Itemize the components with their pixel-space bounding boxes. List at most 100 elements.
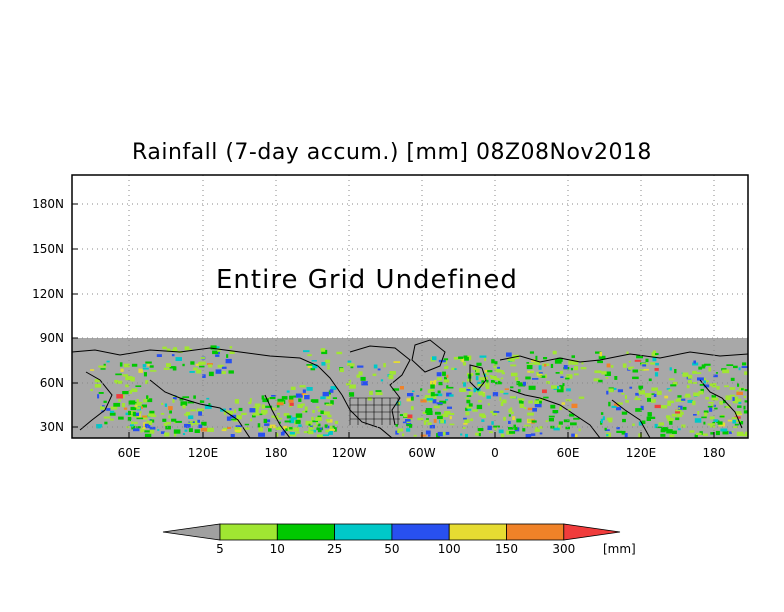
rain-cell [526, 365, 533, 370]
rain-cell [632, 423, 635, 426]
rain-cell [610, 365, 614, 368]
rain-cell [508, 408, 512, 413]
rain-cell [148, 420, 153, 425]
rain-cell [652, 350, 656, 353]
rain-cell [193, 367, 198, 371]
rain-cell [200, 427, 208, 432]
rain-cell [508, 427, 514, 430]
rain-cell [131, 421, 134, 424]
rain-cell [206, 363, 213, 366]
rain-cell [412, 390, 415, 393]
rain-cell [206, 397, 210, 400]
rain-cell [446, 385, 449, 389]
rain-cell [606, 434, 609, 437]
lon-label: 60E [557, 446, 580, 460]
rain-cell [332, 397, 337, 399]
rain-cell [434, 412, 441, 415]
rain-cell [235, 400, 239, 404]
rain-cell [172, 399, 175, 403]
rain-cell [656, 426, 662, 429]
rain-cell [518, 400, 523, 404]
rain-cell [297, 404, 303, 408]
lat-label: 120N [32, 287, 64, 301]
rain-cell [493, 411, 500, 413]
rain-cell [621, 430, 626, 435]
rain-cell [494, 361, 498, 365]
rain-cell [550, 404, 556, 409]
rain-cell [525, 434, 532, 438]
rain-cell [224, 410, 230, 413]
rain-cell [304, 394, 310, 400]
rain-cell [308, 423, 311, 426]
rain-cell [261, 395, 265, 400]
rain-cell [703, 410, 709, 413]
rain-cell [465, 397, 469, 400]
rain-cell [503, 392, 509, 395]
rain-cell [311, 360, 317, 362]
rain-cell [489, 431, 493, 434]
rain-cell [407, 393, 414, 397]
rain-cell [478, 400, 482, 403]
rain-cell [348, 392, 355, 397]
rain-cell [703, 380, 706, 384]
rain-cell [174, 432, 177, 437]
rain-cell [628, 360, 631, 363]
rain-cell [525, 376, 531, 380]
rain-cell [307, 365, 313, 368]
rain-cell [684, 395, 691, 398]
rain-cell [677, 428, 681, 431]
rain-cell [666, 388, 671, 390]
rain-cell [702, 433, 708, 436]
rain-cell [736, 431, 744, 437]
colorbar-segment [276, 523, 335, 541]
rain-cell [704, 380, 709, 383]
rain-cell [332, 425, 335, 428]
rain-cell [156, 354, 162, 357]
latitude-axis: 180N 150N 120N 90N 60N 30N [32, 197, 78, 434]
rain-cell [234, 428, 242, 433]
lat-label: 180N [32, 197, 64, 211]
rain-cell [569, 413, 575, 417]
rain-cell [320, 410, 324, 414]
rain-cell [453, 357, 460, 360]
rain-cell [645, 358, 649, 363]
rain-cell [677, 395, 682, 398]
rain-cell [275, 426, 282, 430]
rain-cell [164, 403, 168, 407]
rain-cell [701, 416, 707, 419]
rain-cell [250, 418, 253, 422]
rain-cell [694, 434, 698, 438]
rain-cell [438, 381, 443, 386]
rain-cell [593, 378, 600, 382]
rain-cell [295, 419, 301, 424]
rain-cell [616, 427, 620, 430]
rain-cell [744, 400, 748, 403]
rain-cell [570, 367, 573, 371]
coastline [699, 379, 743, 429]
rain-cell [727, 419, 733, 422]
rain-cell [99, 365, 107, 368]
rain-cell [594, 370, 602, 374]
rain-cell [484, 373, 487, 377]
rain-cell [565, 426, 570, 430]
rain-cell [621, 411, 628, 415]
rain-cell [527, 407, 534, 411]
rain-cell [116, 394, 124, 399]
coastline [509, 389, 601, 438]
rain-cell [185, 411, 191, 417]
rain-cell [300, 403, 305, 406]
rain-cell [134, 404, 138, 408]
rain-cell [106, 360, 110, 363]
lat-label: 30N [40, 420, 64, 434]
rain-cell [166, 363, 171, 367]
coastline [149, 379, 251, 438]
rain-cell [654, 368, 659, 371]
rain-cell [464, 419, 470, 423]
rain-cell [295, 393, 303, 398]
rain-cell [516, 381, 520, 386]
rain-cell [578, 428, 581, 432]
rain-cell [138, 368, 143, 373]
rain-cell [531, 420, 537, 423]
rain-cell [324, 424, 328, 428]
rain-cell [275, 417, 282, 420]
